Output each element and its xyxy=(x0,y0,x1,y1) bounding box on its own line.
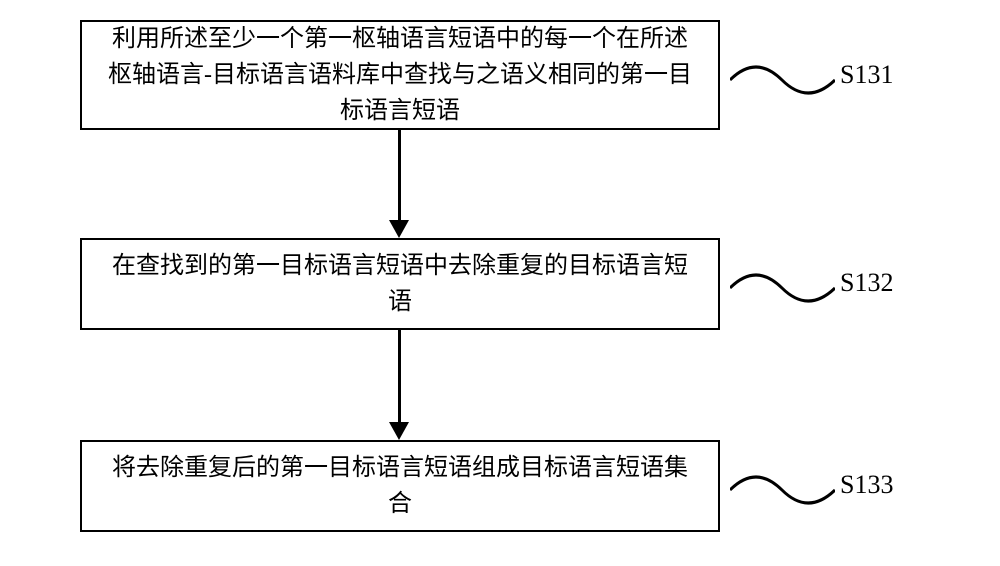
connector-tilde-2 xyxy=(730,268,835,308)
arrow-1-line xyxy=(398,130,401,220)
connector-tilde-3 xyxy=(730,470,835,510)
flow-step-1: 利用所述至少一个第一枢轴语言短语中的每一个在所述枢轴语言-目标语言语料库中查找与… xyxy=(80,20,720,130)
flow-step-1-text: 利用所述至少一个第一枢轴语言短语中的每一个在所述枢轴语言-目标语言语料库中查找与… xyxy=(102,21,698,129)
flow-step-2-label: S132 xyxy=(840,268,893,298)
flow-step-1-label: S131 xyxy=(840,60,893,90)
connector-tilde-1 xyxy=(730,60,835,100)
arrow-2-line xyxy=(398,330,401,422)
flow-step-2: 在查找到的第一目标语言短语中去除重复的目标语言短语 xyxy=(80,238,720,330)
flow-step-2-text: 在查找到的第一目标语言短语中去除重复的目标语言短语 xyxy=(102,248,698,320)
flowchart-container: 利用所述至少一个第一枢轴语言短语中的每一个在所述枢轴语言-目标语言语料库中查找与… xyxy=(0,0,1000,566)
flow-step-3-text: 将去除重复后的第一目标语言短语组成目标语言短语集合 xyxy=(102,450,698,522)
flow-step-3: 将去除重复后的第一目标语言短语组成目标语言短语集合 xyxy=(80,440,720,532)
arrow-2-head xyxy=(389,422,409,440)
arrow-1-head xyxy=(389,220,409,238)
flow-step-3-label: S133 xyxy=(840,470,893,500)
